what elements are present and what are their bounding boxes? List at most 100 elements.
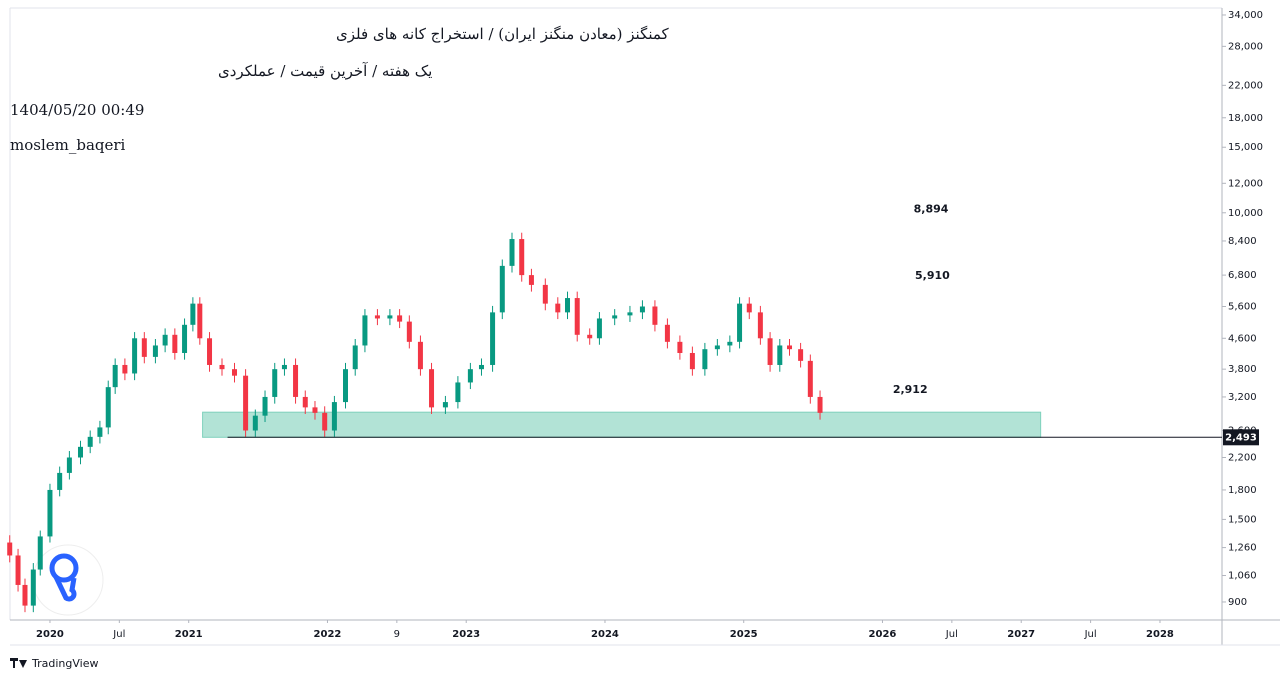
- candle-body: [132, 338, 138, 374]
- candle-body: [272, 369, 278, 397]
- candle-body: [312, 407, 318, 413]
- candle-body: [596, 318, 602, 339]
- candle-body: [343, 369, 349, 403]
- candle-body: [612, 315, 618, 319]
- candle-body: [397, 315, 403, 322]
- y-tick-label: 6,800: [1228, 270, 1257, 281]
- y-tick-label: 900: [1228, 597, 1247, 608]
- x-tick-label: 9: [394, 629, 400, 640]
- candle-body: [182, 324, 188, 353]
- x-tick-label: 2022: [314, 629, 342, 640]
- support-zone: [202, 411, 1042, 438]
- candle-body: [141, 338, 147, 357]
- candle-body: [639, 306, 645, 313]
- candle-body: [767, 338, 773, 365]
- candle-body: [528, 275, 534, 285]
- candle-body: [30, 569, 36, 606]
- y-tick-label: 1,800: [1228, 485, 1257, 496]
- candle-body: [746, 303, 752, 313]
- brand-icon: [10, 658, 27, 668]
- x-tick-label: 2021: [175, 629, 203, 640]
- candle-body: [817, 396, 823, 413]
- y-tick-label: 8,400: [1228, 236, 1257, 247]
- candle-body: [689, 352, 695, 370]
- candle-body: [197, 303, 203, 339]
- candle-body: [262, 396, 268, 416]
- candle-body: [331, 402, 337, 431]
- y-tick-label: 10,000: [1228, 208, 1263, 219]
- candle-body: [232, 369, 238, 376]
- chart-title: کمنگنز (معادن منگنز ایران) / استخراج کان…: [336, 25, 670, 43]
- chart-date: 1404/05/20 00:49: [10, 101, 144, 119]
- candle-body: [37, 536, 43, 570]
- y-tick-label: 2,200: [1228, 453, 1257, 464]
- candle-body: [787, 345, 793, 350]
- annotation-label: 5,910: [915, 269, 950, 282]
- candle-body: [322, 412, 328, 431]
- candle-body: [490, 312, 496, 365]
- y-tick-label: 1,060: [1228, 571, 1257, 582]
- candle-body: [105, 387, 111, 428]
- y-tick-label: 5,600: [1228, 301, 1257, 312]
- annotation-label: 2,912: [893, 383, 928, 396]
- y-tick-label: 18,000: [1228, 113, 1263, 124]
- annotations: 8,894 5,910 2,912: [893, 203, 950, 396]
- candle-body: [15, 555, 21, 585]
- candle-body: [243, 375, 249, 431]
- candle-body: [362, 315, 368, 346]
- candle-body: [555, 303, 561, 313]
- candle-body: [467, 369, 473, 383]
- candle-body: [677, 341, 683, 353]
- y-tick-label: 1,500: [1228, 514, 1257, 525]
- y-tick-label: 3,800: [1228, 364, 1257, 375]
- logo: [32, 544, 104, 616]
- y-tick-label: 3,200: [1228, 392, 1257, 403]
- y-tick-label: 12,000: [1228, 178, 1263, 189]
- candle-body: [627, 312, 633, 316]
- brand-name: TradingView: [31, 657, 98, 670]
- candle-body: [737, 303, 743, 342]
- candle-body: [542, 284, 548, 304]
- candle-body: [281, 364, 287, 370]
- candle-body: [252, 415, 258, 431]
- candle-body: [293, 364, 299, 397]
- candle-body: [574, 298, 580, 335]
- candle-body: [47, 489, 53, 537]
- x-tick-label: Jul: [1084, 629, 1097, 640]
- level-label: 2,493: [1225, 432, 1257, 443]
- x-tick-label: 2027: [1007, 629, 1035, 640]
- y-tick-label: 34,000: [1228, 10, 1263, 21]
- candle-body: [66, 457, 72, 473]
- candle-body: [807, 360, 813, 397]
- candle-body: [777, 345, 783, 365]
- level-label-box: [1223, 429, 1259, 446]
- chart-author: moslem_baqeri: [10, 136, 126, 154]
- candle-body: [22, 584, 28, 606]
- candle-body: [478, 364, 484, 370]
- chart-subtitle: یک هفته / آخرین قیمت / عملکردی: [218, 62, 432, 80]
- candle-body: [798, 349, 804, 361]
- candle-body: [190, 303, 196, 325]
- y-tick-label: 1,260: [1228, 543, 1257, 554]
- y-tick-label: 28,000: [1228, 41, 1263, 52]
- x-tick-label: Jul: [112, 629, 125, 640]
- candle-body: [455, 382, 461, 403]
- x-tick-label: 2026: [869, 629, 897, 640]
- x-tick-label: 2023: [452, 629, 480, 640]
- candle-body: [152, 345, 158, 357]
- candle-body: [714, 345, 720, 350]
- candle-body: [757, 312, 763, 339]
- y-tick-label: 4,600: [1228, 333, 1257, 344]
- candle-body: [87, 436, 93, 447]
- candle-body: [417, 341, 423, 370]
- candle-body: [77, 446, 83, 458]
- candle-body: [387, 315, 393, 319]
- candle-body: [702, 349, 708, 370]
- x-tick-label: Jul: [945, 629, 958, 640]
- candle-body: [442, 402, 448, 408]
- candle-body: [727, 341, 733, 346]
- candle-body: [7, 542, 13, 556]
